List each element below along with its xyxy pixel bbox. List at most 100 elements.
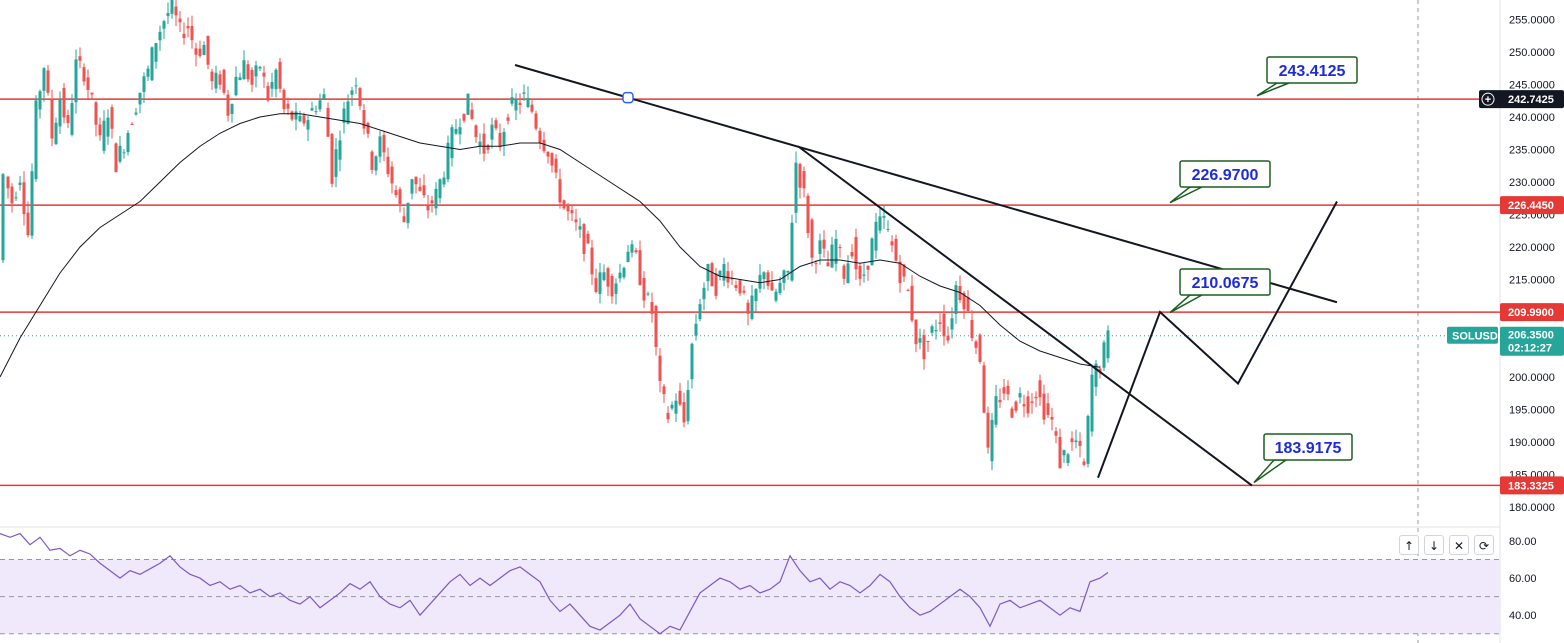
candle-body (434, 188, 438, 209)
add-alert-icon[interactable] (1481, 92, 1495, 106)
candle-body (542, 139, 546, 152)
candle-body (878, 216, 882, 231)
symbol-tag: SOLUSD (1447, 326, 1498, 344)
candle-body (202, 44, 206, 55)
price-tick-label: 235.0000 (1509, 145, 1555, 157)
candle-body (810, 219, 814, 258)
price-tags: 226.4450 209.9900 183.3325 (1500, 196, 1564, 495)
moving-average-line[interactable] (0, 113, 1101, 378)
candle-body (834, 238, 838, 264)
candle-body (470, 109, 474, 119)
rsi-panel[interactable]: 80.00 60.00 40.00 (0, 532, 1537, 635)
candle-body (122, 152, 126, 154)
candle-body (1046, 403, 1050, 416)
candle-body (486, 145, 490, 150)
callout-pointer (1169, 186, 1203, 204)
candle-body (606, 268, 610, 287)
candle-body (1066, 454, 1070, 464)
candle-body (890, 241, 894, 246)
candle-body (942, 313, 946, 337)
candle-body (946, 335, 950, 341)
price-axis[interactable]: 180.0000185.0000190.0000195.0000200.0000… (1509, 15, 1555, 515)
candle-body (478, 141, 482, 147)
crosshair-price-tag: + 242.7425 (1479, 90, 1564, 109)
candle-body (98, 124, 102, 136)
candle-body (1034, 396, 1038, 399)
candle-body (838, 246, 842, 248)
candle-body (366, 122, 370, 134)
candle-body (1030, 401, 1034, 403)
candle-body (362, 109, 366, 129)
candle-body (326, 107, 330, 137)
price-tick-label: 180.0000 (1509, 502, 1555, 514)
move-up-button[interactable]: ↑ (1399, 535, 1419, 555)
candlestick-series[interactable] (1, 0, 1110, 471)
candle-body (534, 113, 538, 129)
candle-body (1082, 461, 1086, 465)
candle-body (1054, 431, 1058, 436)
candle-body (354, 85, 358, 87)
move-down-button[interactable]: ↓ (1424, 535, 1444, 555)
candle-body (822, 239, 826, 249)
price-callouts[interactable]: 243.4125 226.9700 210.0675 183.9175 (1169, 56, 1358, 484)
candle-body (206, 35, 210, 65)
candle-body (862, 274, 866, 276)
plus-icon: + (1485, 94, 1491, 106)
candle-body (562, 200, 566, 209)
candle-body (1026, 396, 1030, 414)
rsi-tick-label: 40.00 (1509, 610, 1537, 622)
candle-body (130, 123, 134, 125)
candle-body (74, 59, 78, 103)
candle-body (442, 177, 446, 185)
candle-body (994, 396, 998, 425)
candle-body (134, 112, 138, 115)
candle-body (718, 270, 722, 277)
candle-body (198, 48, 202, 56)
candle-body (318, 100, 322, 110)
candle-body (954, 285, 958, 315)
price-tick-label: 240.0000 (1509, 112, 1555, 124)
candle-body (46, 70, 50, 93)
candle-body (294, 111, 298, 120)
candle-body (622, 267, 626, 278)
candle-body (750, 295, 754, 319)
candle-body (246, 64, 250, 80)
candle-body (58, 99, 62, 127)
candle-body (922, 334, 926, 360)
candle-body (982, 365, 986, 413)
horizontal-levels[interactable] (0, 98, 1500, 487)
candle-body (742, 290, 746, 293)
candle-body (178, 18, 182, 23)
candle-body (42, 68, 46, 91)
candle-body (282, 89, 286, 110)
lower-trendline (797, 145, 1253, 487)
trendlines[interactable] (514, 64, 1338, 487)
candle-body (1022, 404, 1026, 407)
candle-body (466, 93, 470, 115)
projection-path[interactable] (1097, 201, 1338, 479)
maximize-pane-button[interactable]: ⟳ (1474, 535, 1494, 555)
candle-body (18, 182, 22, 185)
candle-body (358, 88, 362, 107)
candle-body (10, 186, 14, 204)
candle-body (618, 272, 622, 279)
callout-pointer (1256, 82, 1290, 97)
candle-body (270, 82, 274, 89)
candle-body (594, 278, 598, 292)
price-tick-label: 190.0000 (1509, 437, 1555, 449)
candle-body (382, 134, 386, 153)
candle-body (634, 250, 638, 253)
close-pane-button[interactable]: ✕ (1449, 535, 1469, 555)
candle-body (558, 179, 562, 203)
candle-body (54, 122, 58, 145)
rsi-tick-label: 80.00 (1509, 536, 1537, 548)
candle-body (938, 322, 942, 324)
candle-body (882, 216, 886, 218)
candle-body (390, 166, 394, 184)
candle-body (170, 0, 174, 14)
candle-body (1014, 401, 1018, 411)
candle-body (1062, 450, 1066, 456)
candle-body (630, 244, 634, 253)
trendline-handle[interactable] (622, 91, 634, 104)
